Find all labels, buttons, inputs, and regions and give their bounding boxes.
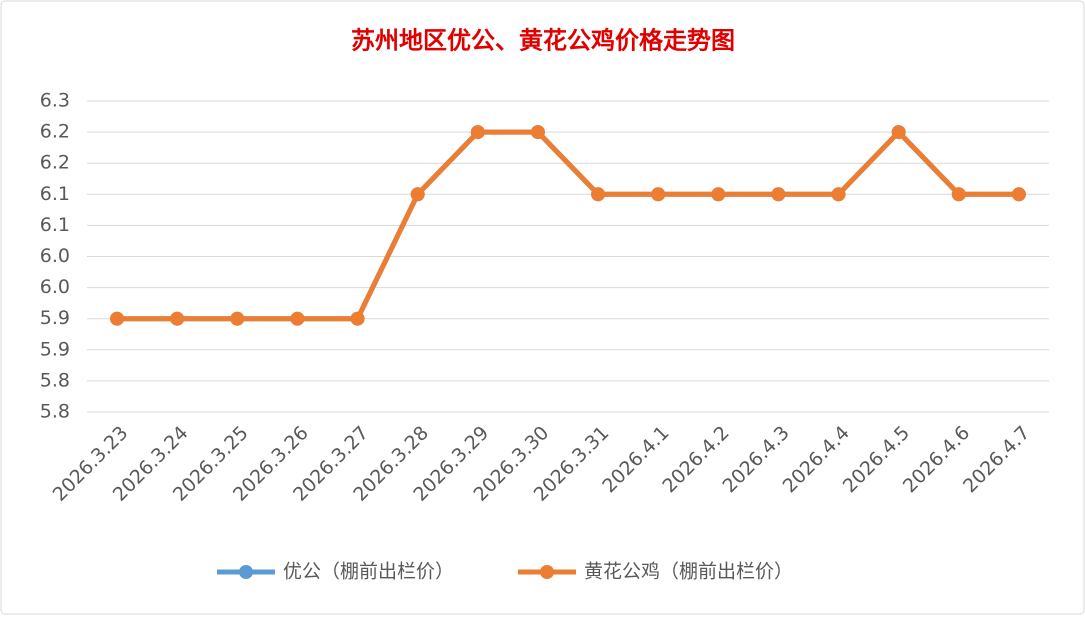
y-tick-label: 6.1 (40, 183, 70, 205)
chart-title: 苏州地区优公、黄花公鸡价格走势图 (351, 26, 735, 55)
y-tick-label: 5.8 (40, 401, 70, 423)
y-tick-label: 6.2 (40, 152, 70, 174)
legend-label: 黄花公鸡（棚前出栏价） (584, 561, 793, 583)
y-tick-label: 5.9 (40, 307, 70, 329)
y-tick-label: 6.1 (40, 214, 70, 236)
data-point (410, 187, 425, 202)
data-point (891, 125, 906, 140)
legend-marker (239, 565, 253, 579)
data-point (951, 187, 966, 202)
data-point (110, 311, 125, 326)
data-point (230, 311, 245, 326)
y-tick-label: 5.9 (40, 338, 70, 360)
y-tick-label: 6.0 (40, 276, 70, 298)
y-tick-label: 6.0 (40, 245, 70, 267)
legend-label: 优公（棚前出栏价） (283, 561, 454, 583)
y-tick-label: 6.2 (40, 121, 70, 143)
data-point (711, 187, 726, 202)
data-point (290, 311, 305, 326)
y-tick-label: 6.3 (40, 90, 70, 112)
data-point (591, 187, 606, 202)
legend-marker (540, 565, 554, 579)
data-point (771, 187, 786, 202)
data-point (651, 187, 666, 202)
data-point (170, 311, 185, 326)
data-point (831, 187, 846, 202)
y-tick-label: 5.8 (40, 369, 70, 391)
data-point (1011, 187, 1026, 202)
data-point (530, 125, 545, 140)
data-point (470, 125, 485, 140)
series-line (117, 129, 1019, 322)
data-point (350, 311, 365, 326)
